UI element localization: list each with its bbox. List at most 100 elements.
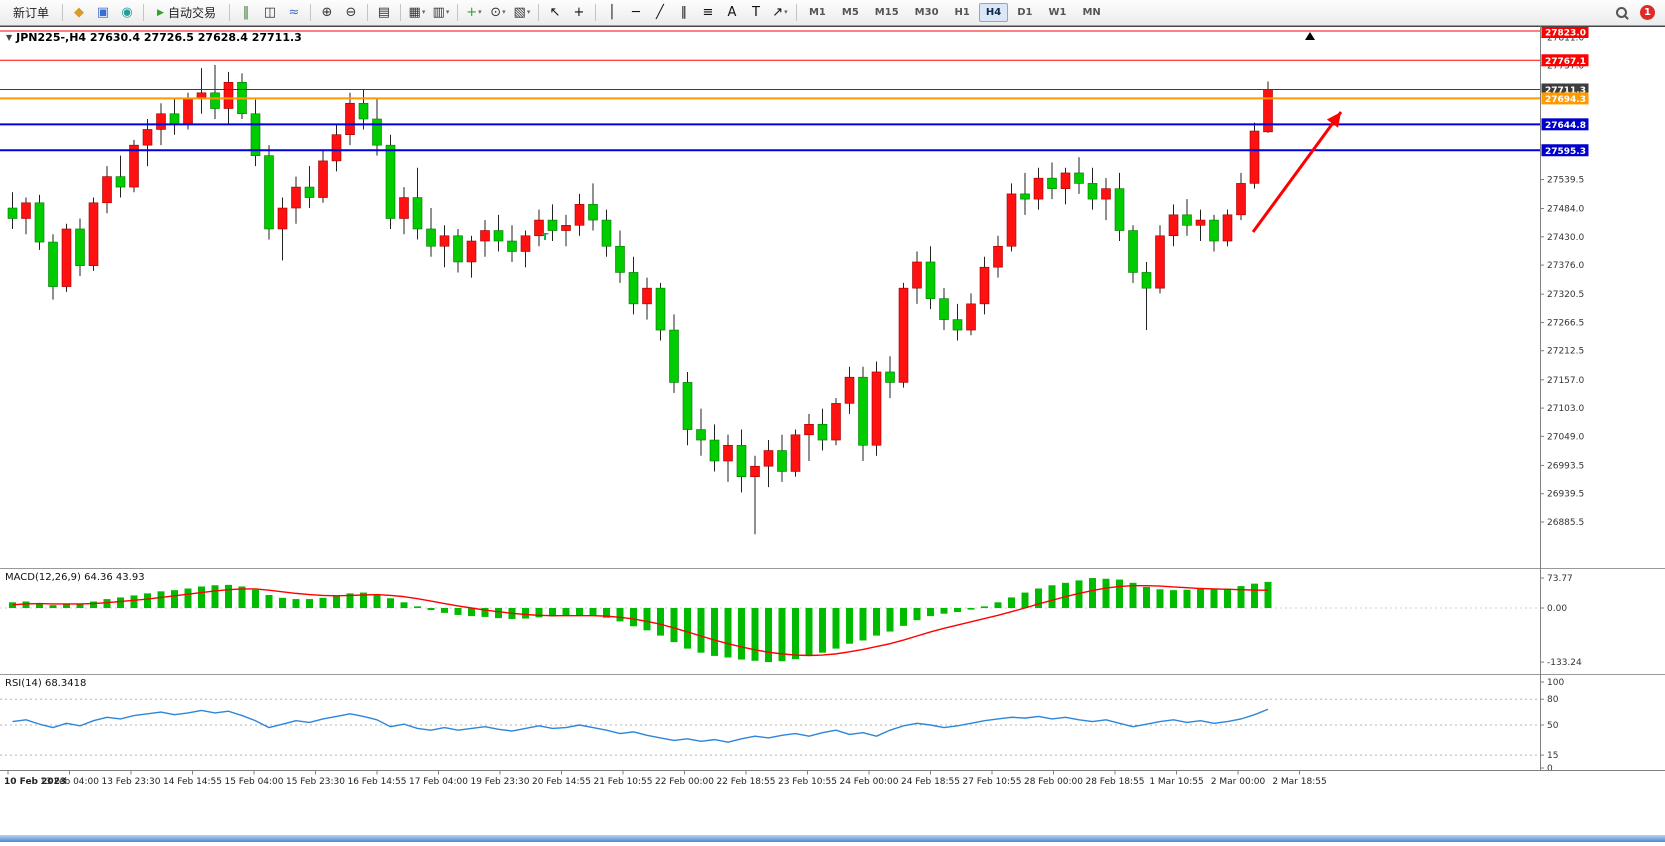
candle-body — [358, 102, 369, 120]
search-icon[interactable] — [1610, 2, 1634, 24]
candle-body — [385, 144, 396, 219]
timeframe-m15[interactable]: M15 — [874, 7, 899, 18]
candle-body — [250, 113, 261, 156]
rsi-panel — [0, 698, 1540, 756]
bar-chart-icon[interactable]: ‖ — [242, 5, 250, 20]
time-label: 13 Feb 04:00 — [40, 777, 99, 787]
annotations: T — [542, 32, 1343, 243]
fibonacci-icon[interactable]: ≡ — [702, 5, 714, 20]
candle-body — [277, 207, 288, 230]
history-center-icon[interactable]: ◆ — [74, 5, 85, 20]
dropdown-caret-icon: ▾ — [421, 8, 426, 16]
price-tag-label: 27694.3 — [1545, 95, 1586, 105]
macd-histogram-bar — [400, 602, 408, 608]
line-chart-icon[interactable]: ≈ — [288, 5, 300, 20]
crosshair-icon[interactable]: + — [573, 5, 585, 20]
candle-body — [939, 298, 949, 320]
candle-body — [493, 230, 504, 242]
timeframe-w1[interactable]: W1 — [1048, 7, 1067, 18]
macd-label: MACD(12,26,9) 64.36 43.93 — [5, 572, 145, 583]
candle-body — [210, 92, 220, 109]
zoom-out-icon[interactable]: ⊖ — [345, 5, 357, 20]
macd-histogram-bar — [670, 608, 678, 643]
template-icon[interactable]: ▧ ▾ — [513, 5, 531, 20]
timeframe-h4[interactable]: H4 — [978, 3, 1009, 22]
candle-body — [723, 444, 733, 462]
macd-histogram-bar — [643, 608, 651, 631]
candle-body — [399, 197, 409, 219]
period-icon[interactable]: ⊙ ▾ — [490, 5, 506, 20]
price-axis[interactable]: 27811.0 27757.0 27539.5 27484.0 27430.0 27376… — [1540, 26, 1589, 774]
timeframe-m1[interactable]: M1 — [808, 7, 826, 18]
candle-body — [453, 235, 463, 263]
candle-body — [817, 424, 828, 441]
macd-histogram-bar — [103, 599, 111, 608]
macd-scale-label: -133.24 — [1547, 658, 1582, 668]
auto-trading-button[interactable]: ▶ 自动交易 — [148, 2, 225, 24]
candle-body — [480, 230, 490, 242]
price-tag-label: 27644.8 — [1545, 121, 1586, 131]
cursor-icon[interactable]: ↖ — [549, 5, 561, 20]
candlestick-chart-icon[interactable]: ◫ — [263, 5, 277, 20]
macd-histogram-bar — [1075, 580, 1083, 608]
candle-body — [966, 303, 976, 331]
macd-histogram-bar — [1156, 589, 1164, 608]
macd-histogram-bar — [913, 608, 921, 621]
zoom-in-icon[interactable]: ⊕ — [321, 5, 333, 20]
chevron-down-icon[interactable]: ▼ — [6, 33, 13, 42]
timeframe-m5[interactable]: M5 — [841, 7, 859, 18]
navigator-icon[interactable]: ◉ — [121, 5, 133, 20]
text-label-icon[interactable]: T — [751, 5, 760, 20]
new-chart-icon[interactable]: ▦ ▾ — [408, 5, 426, 20]
macd-scale-label: 0.00 — [1547, 604, 1567, 614]
time-label: 19 Feb 23:30 — [470, 777, 529, 787]
timeframe-d1[interactable]: D1 — [1017, 7, 1033, 18]
timeframe-m30[interactable]: M30 — [914, 7, 939, 18]
macd-histogram-bar — [535, 608, 543, 618]
arrows-icon[interactable]: ↗ ▾ — [772, 5, 788, 20]
candle-body — [534, 219, 544, 237]
chart-canvas[interactable]: 27811.0 27757.0 27539.5 27484.0 27430.0 27376… — [0, 26, 1665, 842]
macd-histogram-bar — [603, 608, 610, 618]
candle-body — [223, 82, 234, 109]
macd-histogram-bar — [454, 608, 462, 615]
add-indicator-icon[interactable]: + ▾ — [466, 5, 482, 20]
channel-icon[interactable]: ∥ — [680, 5, 688, 20]
macd-histogram-bar — [427, 608, 435, 611]
data-window-icon[interactable]: ▣ — [96, 5, 110, 20]
macd-histogram-bar — [481, 608, 489, 617]
candle-body — [507, 240, 517, 252]
new-order-button[interactable]: 新订单 — [4, 2, 58, 24]
horizontal-line-icon[interactable]: ─ — [632, 5, 640, 20]
trendline-icon[interactable]: ╱ — [656, 5, 664, 20]
macd-histogram-bar — [1021, 592, 1029, 608]
macd-histogram-bar — [1035, 588, 1042, 608]
candle-body — [115, 176, 126, 188]
macd-histogram-bar — [198, 586, 205, 608]
time-label: 16 Feb 14:55 — [347, 777, 406, 787]
candle-body — [912, 261, 922, 289]
macd-histogram-bar — [387, 598, 394, 608]
trend-arrow[interactable] — [1251, 111, 1343, 233]
macd-histogram-bar — [1197, 588, 1204, 608]
text-icon[interactable]: A — [727, 5, 737, 20]
timeframe-mn[interactable]: MN — [1082, 7, 1101, 18]
toolbar-separator — [309, 4, 311, 21]
candle-body — [345, 102, 355, 135]
timeframe-h1[interactable]: H1 — [954, 7, 970, 18]
candle-body — [1182, 214, 1192, 226]
notification-badge[interactable]: 1 — [1640, 5, 1655, 20]
toolbar-right: 1 — [1610, 2, 1661, 24]
profiles-icon[interactable]: ▥ ▾ — [432, 5, 450, 20]
alert-marker[interactable] — [1305, 32, 1315, 40]
candle-body — [777, 450, 787, 472]
candle-body — [102, 176, 112, 204]
candle-body — [439, 235, 450, 247]
macd-histogram-bar — [1251, 583, 1258, 608]
toolbar-separator — [795, 4, 797, 21]
candle-body — [858, 376, 868, 446]
tile-windows-icon[interactable]: ▤ — [377, 5, 391, 20]
vertical-line-icon[interactable]: │ — [608, 5, 616, 20]
time-label: 2 Mar 00:00 — [1211, 777, 1266, 787]
